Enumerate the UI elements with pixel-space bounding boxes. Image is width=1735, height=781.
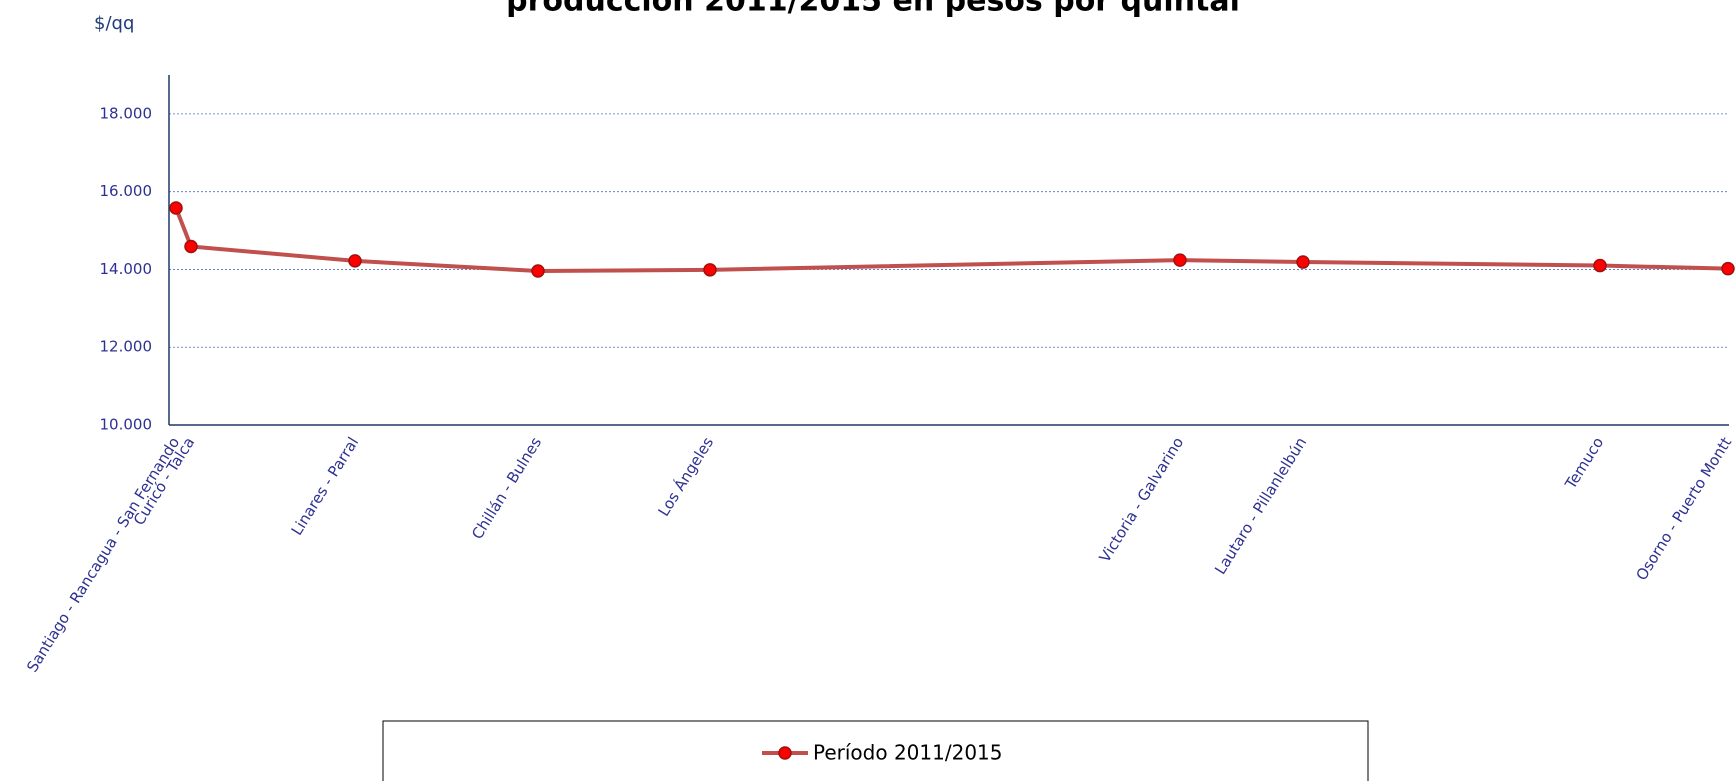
point <box>348 254 362 268</box>
x-tick-label: Chillán - Bulnes <box>468 434 545 543</box>
point <box>531 264 545 278</box>
y-tick-label: 16.000 <box>100 182 153 200</box>
legend-label: Período 2011/2015 <box>813 741 1003 765</box>
x-tick-label: Osorno - Puerto Montt <box>1632 434 1735 584</box>
legend-box <box>382 720 1369 781</box>
x-tick-label: Los Ángeles <box>654 433 718 519</box>
y-tick-label: 18.000 <box>100 104 153 122</box>
x-tick-label: Lautaro - Pillanlelbún <box>1211 434 1310 578</box>
legend-marker <box>778 746 792 760</box>
point <box>1593 258 1607 273</box>
x-tick-label: Temuco <box>1561 434 1607 493</box>
y-tick-label: 12.000 <box>100 338 153 356</box>
point <box>1296 255 1310 269</box>
y-tick-label: 14.000 <box>100 260 153 278</box>
point <box>1721 261 1735 276</box>
point <box>703 263 717 277</box>
x-tick-label: Victoria - Galvarino <box>1096 434 1188 566</box>
y-axis-label: $/qq <box>94 13 134 34</box>
chart-title: producción 2011/2015 en pesos por quinta… <box>506 0 1240 19</box>
point <box>169 201 183 215</box>
point <box>1173 253 1187 267</box>
line <box>174 207 1729 274</box>
y-tick-label: 10.000 <box>100 416 153 434</box>
x-tick-label: Linares - Parral <box>288 434 363 539</box>
point <box>184 239 198 254</box>
